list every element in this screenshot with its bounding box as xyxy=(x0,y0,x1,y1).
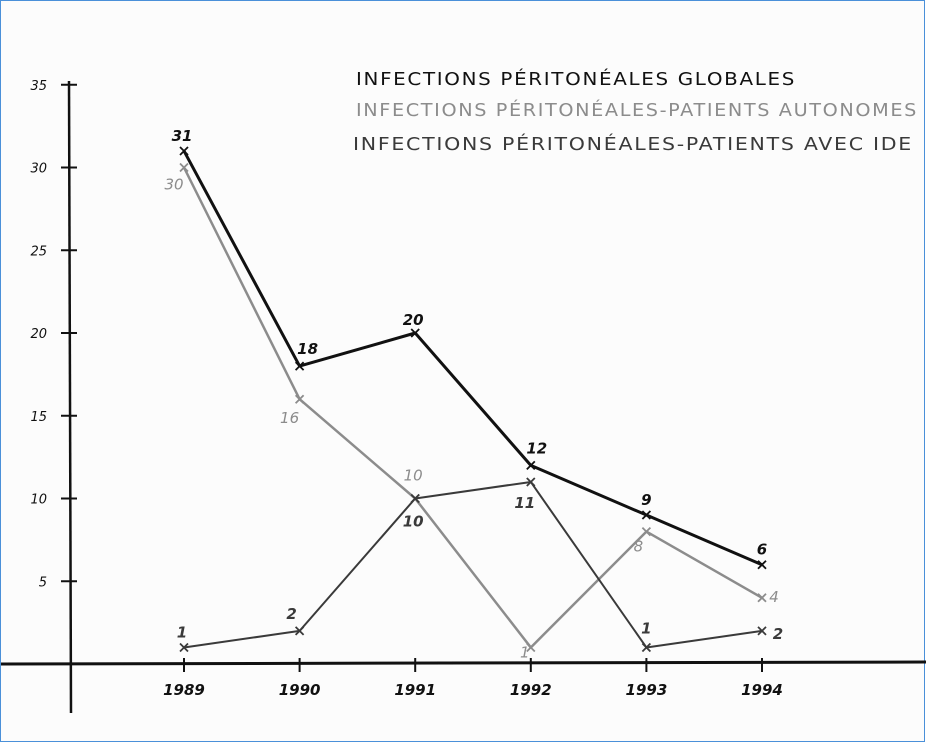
data-label: 12 xyxy=(526,439,547,457)
legend-entry-3: INFECTIONS PÉRITONÉALES-PATIENTS AVEC ID… xyxy=(353,133,913,155)
x-tick-label: 1994 xyxy=(741,681,783,699)
data-label: 20 xyxy=(403,311,424,329)
data-label: 30 xyxy=(164,176,183,194)
data-label: 16 xyxy=(280,409,299,427)
data-point xyxy=(294,361,305,371)
data-label: 1 xyxy=(177,623,187,641)
data-point xyxy=(526,642,536,653)
data-point xyxy=(641,526,652,537)
data-point xyxy=(179,642,189,653)
data-label: 31 xyxy=(172,127,193,145)
data-label: 10 xyxy=(403,513,424,531)
y-tick-label: 25 xyxy=(30,244,47,259)
data-label: 1 xyxy=(520,643,530,661)
data-point xyxy=(179,162,189,173)
data-point xyxy=(410,493,420,504)
data-label: 18 xyxy=(297,340,318,358)
x-tick-label: 1993 xyxy=(626,681,668,699)
series-line-3 xyxy=(183,480,763,649)
data-label: 1 xyxy=(641,619,651,637)
data-point xyxy=(410,328,420,338)
data-label: 10 xyxy=(404,467,423,485)
y-tick-label: 35 xyxy=(30,79,47,94)
data-label: 11 xyxy=(514,494,535,512)
data-point xyxy=(526,460,536,471)
y-tick-label: 10 xyxy=(30,493,47,508)
x-tick-label: 1989 xyxy=(163,681,205,699)
y-axis xyxy=(67,80,73,714)
legend-entry-1: INFECTIONS PÉRITONÉALES GLOBALES xyxy=(356,68,796,90)
data-label: 8 xyxy=(634,538,644,556)
data-point xyxy=(294,626,305,636)
data-point xyxy=(757,626,767,636)
x-ticks: 1989 1990 1991 1992 1993 1994 xyxy=(163,658,783,699)
legend-entry-2: INFECTIONS PÉRITONÉALES-PATIENTS AUTONOM… xyxy=(356,99,918,121)
x-tick-label: 1992 xyxy=(510,681,552,699)
data-point xyxy=(757,593,767,603)
data-point xyxy=(757,560,767,570)
y-ticks: 5 10 15 20 25 30 35 xyxy=(30,79,77,590)
data-label: 2 xyxy=(286,605,296,623)
data-point xyxy=(641,510,652,520)
x-tick-label: 1990 xyxy=(279,681,321,699)
y-tick-label: 20 xyxy=(30,327,47,342)
data-point xyxy=(179,146,189,156)
y-tick-label: 5 xyxy=(39,575,47,590)
x-axis xyxy=(1,660,926,666)
data-label: 4 xyxy=(769,588,779,606)
series-line-2 xyxy=(182,166,763,649)
y-tick-label: 30 xyxy=(30,162,47,177)
data-label: 2 xyxy=(773,625,783,643)
axes xyxy=(1,80,926,714)
series-line-1 xyxy=(182,150,763,567)
data-point xyxy=(526,477,536,487)
data-point xyxy=(641,642,652,653)
series-lines xyxy=(179,146,767,653)
legend: INFECTIONS PÉRITONÉALES GLOBALES INFECTIO… xyxy=(353,68,918,155)
x-tick-label: 1991 xyxy=(394,681,436,699)
y-tick-label: 15 xyxy=(30,410,47,425)
data-label: 6 xyxy=(757,541,767,559)
data-point xyxy=(294,394,305,404)
data-label: 9 xyxy=(641,491,651,509)
